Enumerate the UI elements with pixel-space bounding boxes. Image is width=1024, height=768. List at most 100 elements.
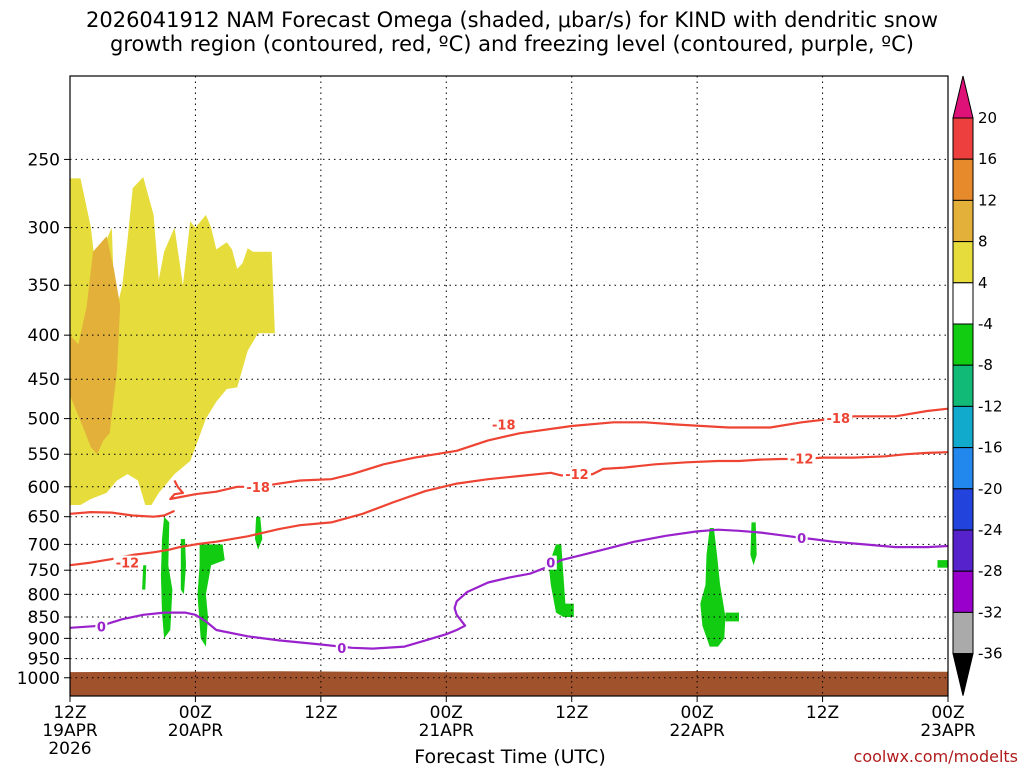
y-tick-label-11: 800 xyxy=(28,585,60,605)
omega-shade-8 xyxy=(700,528,726,647)
purple-contour-label-3: 0 xyxy=(337,642,346,657)
x-tick-label-3-1: 21APR xyxy=(419,721,475,741)
colorbar-swatch-5 xyxy=(952,323,974,366)
y-tick-label-12: 850 xyxy=(28,608,60,628)
plot-frame xyxy=(69,75,949,697)
purple-contour-label-bg-3 xyxy=(335,640,348,655)
colorbar-swatch-6 xyxy=(952,364,974,407)
y-tick-label-1: 300 xyxy=(28,219,60,239)
colorbar-swatch-2 xyxy=(952,199,974,243)
y-tick-label-14: 950 xyxy=(28,650,60,670)
colorbar-swatch-8 xyxy=(952,447,974,490)
purple-contour-label-1: 0 xyxy=(546,557,555,572)
x-tick-label-4-0: 12Z xyxy=(555,703,588,723)
credit-text: coolwx.com/modelts xyxy=(854,747,1018,766)
x-tick-label-7-1: 23APR xyxy=(920,721,976,741)
axes: 2503003504004505005506006507007508008509… xyxy=(17,75,976,759)
colorbar-swatch-0 xyxy=(952,117,974,160)
purple-contour-label-bg-1 xyxy=(544,555,557,570)
y-tick-label-6: 550 xyxy=(28,445,60,465)
y-tick-label-13: 900 xyxy=(28,629,60,649)
colorbar: 20 16 12 8 4 -4 -8 -12 -16 -20 -24 -28 -32 -36 xyxy=(952,75,1003,696)
x-tick-label-0-0: 12Z xyxy=(53,703,86,723)
omega-shade-10 xyxy=(725,612,739,622)
omega-shade-0 xyxy=(70,177,275,505)
purple-contour-label-0: 0 xyxy=(97,621,106,636)
red-contour-label-bg-2 xyxy=(824,410,853,425)
colorbar-label-6: -8 xyxy=(978,356,993,374)
colorbar-label-10: -24 xyxy=(978,521,1003,539)
red-contour-label-bg-1 xyxy=(489,417,518,432)
red-contour-label-5: -12 xyxy=(790,452,814,467)
colorbar-label-8: -16 xyxy=(978,439,1003,457)
red-contour-line-6 xyxy=(70,509,175,518)
colorbar-label-0: 20 xyxy=(978,109,997,127)
colorbar-bottom-triangle xyxy=(952,653,974,696)
red-contour-label-bg-0 xyxy=(244,479,273,494)
colorbar-swatch-9 xyxy=(952,488,974,531)
red-contour-label-bg-3 xyxy=(113,555,142,570)
red-contour-label-bg-4 xyxy=(562,467,591,482)
x-tick-label-5-0: 00Z xyxy=(681,703,714,723)
omega-shade-9 xyxy=(750,522,757,566)
colorbar-label-13: -36 xyxy=(978,645,1003,663)
colorbar-swatch-1 xyxy=(952,158,974,201)
red-contour-label-2: -18 xyxy=(827,412,851,427)
y-tick-label-3: 400 xyxy=(28,326,60,346)
title-line-2: growth region (contoured, red, ºC) and f… xyxy=(110,32,914,56)
x-tick-label-3-0: 00Z xyxy=(430,703,463,723)
x-tick-label-1-1: 20APR xyxy=(168,721,224,741)
colorbar-swatch-4 xyxy=(952,282,974,325)
colorbar-label-4: 4 xyxy=(978,274,988,292)
contours: -18 -18 -18 -12 -12 -12 0 0 0 0 xyxy=(70,407,948,657)
y-tick-label-8: 650 xyxy=(28,508,60,528)
omega-shade-7 xyxy=(548,544,574,617)
purple-contour-label-bg-2 xyxy=(795,530,808,545)
red-contour-label-1: -18 xyxy=(492,419,516,434)
y-tick-label-15: 1000 xyxy=(17,669,60,689)
x-tick-label-1-0: 00Z xyxy=(179,703,212,723)
colorbar-swatch-10 xyxy=(952,529,974,572)
red-contour-label-0: -18 xyxy=(246,481,270,496)
purple-contour-label-2: 0 xyxy=(797,532,806,547)
red-contour-label-3: -12 xyxy=(116,557,140,572)
omega-shade-1 xyxy=(70,236,121,455)
red-contour-label-4: -12 xyxy=(565,468,589,483)
colorbar-top-triangle xyxy=(952,75,974,119)
omega-shade-11 xyxy=(937,560,948,568)
title-line-1: 2026041912 NAM Forecast Omega (shaded, μ… xyxy=(86,8,938,32)
x-tick-label-6-0: 12Z xyxy=(806,703,839,723)
y-tick-label-9: 700 xyxy=(28,535,60,555)
colorbar-label-2: 12 xyxy=(978,191,997,209)
y-tick-label-10: 750 xyxy=(28,561,60,581)
red-contour-label-bg-5 xyxy=(787,451,816,466)
x-tick-label-2-0: 12Z xyxy=(304,703,337,723)
colorbar-swatch-11 xyxy=(952,570,974,613)
colorbar-label-11: -28 xyxy=(978,562,1003,580)
x-tick-label-0-1: 19APR xyxy=(42,721,98,741)
x-axis-label: Forecast Time (UTC) xyxy=(414,746,605,768)
ground-terrain xyxy=(70,671,948,696)
y-tick-label-2: 350 xyxy=(28,276,60,296)
colorbar-swatch-3 xyxy=(952,241,974,284)
omega-shade-2 xyxy=(160,516,173,639)
y-tick-label-4: 450 xyxy=(28,370,60,390)
colorbar-label-7: -12 xyxy=(978,397,1003,415)
x-tick-label-5-1: 22APR xyxy=(669,721,725,741)
colorbar-label-5: -4 xyxy=(978,315,993,333)
colorbar-label-9: -20 xyxy=(978,480,1003,498)
colorbar-label-3: 8 xyxy=(978,233,988,251)
colorbar-label-1: 16 xyxy=(978,150,997,168)
y-tick-label-7: 600 xyxy=(28,478,60,498)
purple-contour-line-0 xyxy=(70,528,948,650)
omega-shade-4 xyxy=(142,565,147,590)
y-tick-label-0: 250 xyxy=(28,150,60,170)
omega-shade-3 xyxy=(180,539,186,595)
purple-contour-label-bg-0 xyxy=(95,619,108,634)
x-tick-label-7-0: 00Z xyxy=(931,703,964,723)
colorbar-label-12: -32 xyxy=(978,603,1003,621)
colorbar-swatch-12 xyxy=(952,611,974,655)
y-tick-label-5: 500 xyxy=(28,410,60,430)
x-tick-label-0-2: 2026 xyxy=(48,739,91,759)
